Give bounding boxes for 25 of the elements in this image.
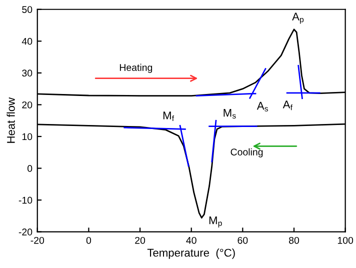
y-tick-label: 10 (22, 133, 32, 140)
annotation: Cooling (230, 148, 263, 158)
y-axis-title: Heat flow (6, 97, 15, 143)
annotation: M$_{p}$ (209, 216, 222, 228)
y-tick-label: 50 (22, 6, 32, 13)
x-axis-title: Temperature (°C) (147, 248, 235, 259)
y-tick-label: -10 (18, 196, 32, 204)
x-tick-label: 0 (86, 236, 92, 244)
y-tick-label: 20 (22, 101, 32, 108)
x-tick-label: 100 (338, 236, 354, 244)
y-tick-label: 30 (22, 70, 32, 77)
annotation: M$_{s}$ (224, 109, 236, 119)
y-tick-label: -20 (18, 228, 32, 236)
x-tick-label: -20 (30, 236, 44, 244)
annotation: M$_{f}$ (163, 112, 174, 121)
x-tick-label: 80 (289, 236, 300, 244)
x-tick-label: 20 (135, 236, 146, 244)
x-tick-label: 40 (186, 236, 196, 244)
annotation: A$_{s}$ (256, 102, 268, 112)
annotation: A$_{p}$ (292, 12, 304, 24)
y-tick-label: 0 (27, 165, 32, 172)
y-tick-label: 40 (22, 38, 32, 45)
x-tick-label: 60 (238, 236, 248, 244)
annotation: Heating (120, 64, 152, 73)
annotation: A$_{f}$ (282, 100, 292, 110)
